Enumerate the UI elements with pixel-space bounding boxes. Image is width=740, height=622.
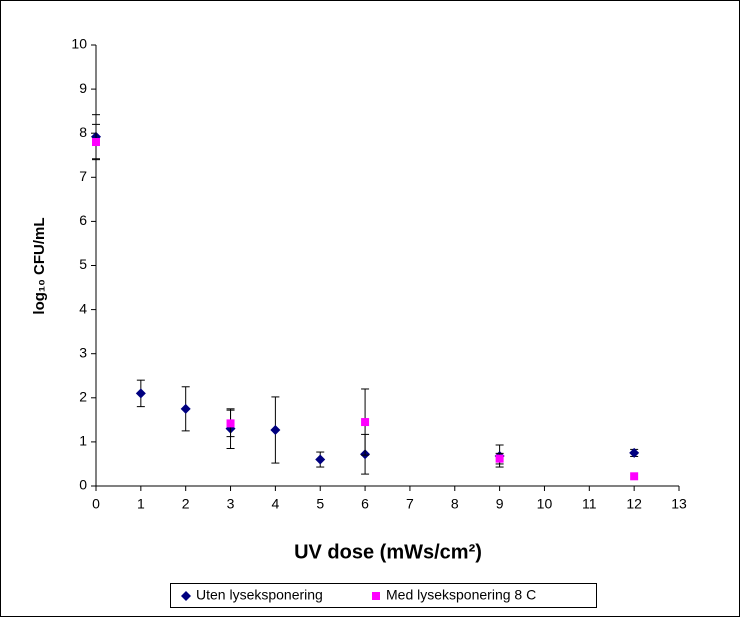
x-tick-label: 2 — [182, 496, 190, 512]
x-tick-label: 0 — [92, 496, 100, 512]
point — [629, 447, 640, 458]
point — [315, 454, 326, 465]
x-tick-label: 10 — [537, 496, 553, 512]
x-tick-label: 6 — [361, 496, 369, 512]
y-tick-label: 10 — [71, 36, 87, 52]
y-tick-label: 9 — [79, 80, 87, 96]
x-tick-label: 12 — [626, 496, 642, 512]
y-tick-label: 6 — [79, 212, 87, 228]
y-tick-label: 1 — [79, 433, 87, 449]
point — [226, 419, 235, 428]
legend-label: Med lyseksponering 8 C — [386, 587, 536, 603]
x-tick-label: 4 — [271, 496, 279, 512]
x-tick-label: 13 — [671, 496, 687, 512]
legend-marker — [181, 591, 191, 601]
point — [630, 472, 639, 481]
point — [361, 418, 370, 427]
x-axis-title: UV dose (mWs/cm²) — [294, 541, 482, 563]
y-tick-label: 8 — [79, 124, 87, 140]
point — [495, 454, 504, 463]
y-tick-label: 3 — [79, 344, 87, 360]
legend — [170, 583, 597, 608]
y-tick-label: 2 — [79, 389, 87, 405]
point — [180, 403, 191, 414]
x-tick-label: 9 — [496, 496, 504, 512]
x-tick-label: 11 — [582, 496, 597, 512]
x-tick-label: 1 — [137, 496, 145, 512]
x-tick-label: 5 — [316, 496, 324, 512]
y-tick-label: 0 — [79, 477, 87, 493]
x-tick-label: 7 — [406, 496, 414, 512]
x-tick-label: 8 — [451, 496, 459, 512]
y-axis-title: log₁₀ CFU/mL — [31, 217, 48, 314]
legend-marker — [372, 592, 380, 600]
point — [135, 388, 146, 399]
y-tick-label: 7 — [79, 168, 87, 184]
point — [270, 424, 281, 435]
y-tick-label: 5 — [79, 256, 87, 272]
point — [92, 138, 100, 147]
x-tick-label: 3 — [227, 496, 235, 512]
legend-label: Uten lyseksponering — [196, 587, 323, 603]
y-tick-label: 4 — [79, 300, 87, 316]
